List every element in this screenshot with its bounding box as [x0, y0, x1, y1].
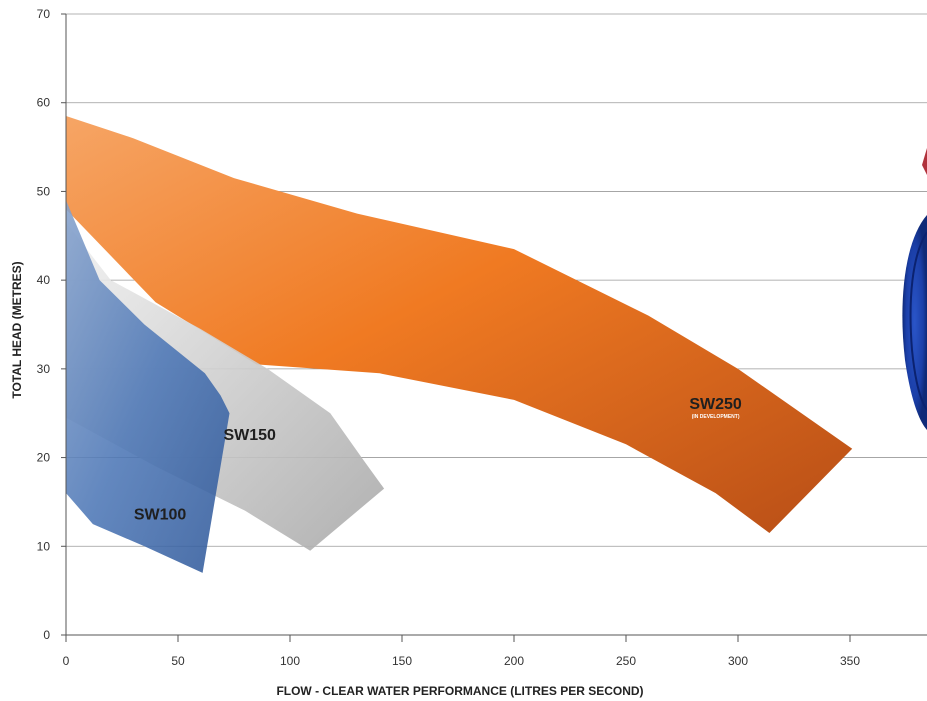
x-tick-label-150: 150	[392, 654, 412, 668]
x-tick-label-50: 50	[171, 654, 185, 668]
y-tick-label-20: 20	[37, 451, 51, 465]
pump-rim-shape	[909, 231, 927, 411]
y-tick-label-10: 10	[37, 539, 51, 553]
x-axis-title: FLOW - CLEAR WATER PERFORMANCE (LITRES P…	[276, 684, 643, 698]
x-tick-label-200: 200	[504, 654, 524, 668]
y-tick-label-30: 30	[37, 362, 51, 376]
x-tick-label-350: 350	[840, 654, 860, 668]
y-tick-label-70: 70	[37, 7, 51, 21]
band-sw250	[66, 116, 853, 533]
y-tick-label-40: 40	[37, 273, 51, 287]
band-label-sw100: SW100	[134, 507, 187, 524]
pump-photo	[902, 148, 927, 430]
x-tick-label-250: 250	[616, 654, 636, 668]
band-note-sw250: (IN DEVELOPMENT)	[692, 414, 740, 420]
pump-handle-shape	[922, 148, 927, 175]
y-axis-title: TOTAL HEAD (METRES)	[10, 261, 24, 398]
x-tick-label-0: 0	[63, 654, 70, 668]
x-tick-label-100: 100	[280, 654, 300, 668]
y-tick-label-50: 50	[37, 184, 51, 198]
band-labels: SW250(IN DEVELOPMENT) SW150 SW100	[134, 396, 742, 524]
x-tick-label-300: 300	[728, 654, 748, 668]
axes: 0 10 20 30 40 50 60 70 0 50 100 150 200 250 300 350	[37, 7, 927, 668]
y-tick-label-60: 60	[37, 96, 51, 110]
y-tick-label-0: 0	[43, 628, 50, 642]
band-label-sw150: SW150	[223, 427, 276, 444]
performance-bands	[66, 116, 853, 573]
band-sw150	[66, 222, 385, 551]
pump-body-shape	[902, 215, 927, 430]
band-sw100	[66, 200, 230, 573]
band-label-sw250: SW250	[689, 396, 742, 413]
